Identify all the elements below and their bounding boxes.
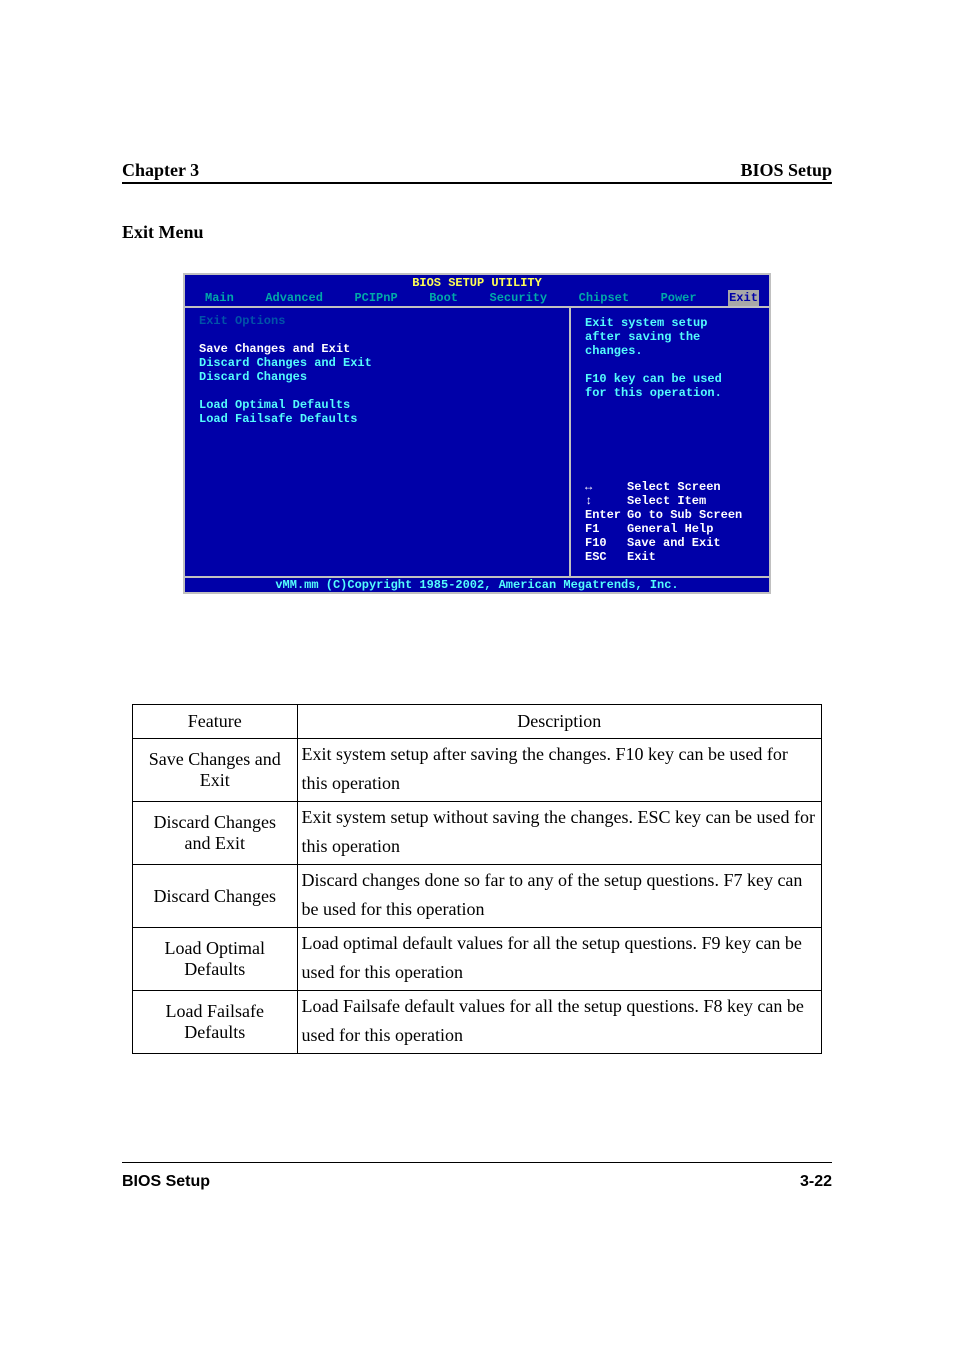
header-section: BIOS Setup [740,160,832,181]
bios-title: BIOS SETUP UTILITY [185,275,769,290]
key-enter: Enter [585,508,627,522]
cell-description: Load Failsafe default values for all the… [297,991,821,1054]
help-line: F10 key can be used [585,372,761,386]
option-discard-changes-exit[interactable]: Discard Changes and Exit [199,356,559,370]
bios-tab-main[interactable]: Main [205,290,234,306]
header-chapter: Chapter 3 [122,160,199,181]
key-row: ↔Select Screen [585,480,761,494]
option-load-optimal-defaults[interactable]: Load Optimal Defaults [199,398,559,412]
key-label: Exit [627,550,656,564]
bios-left-spacer [199,426,559,566]
table-header-row: Feature Description [133,705,822,739]
table-row: Load Optimal Defaults Load optimal defau… [133,928,822,991]
footer-right: 3-22 [800,1173,832,1191]
key-arrows-lr-icon: ↔ [585,480,627,494]
table-row: Discard Changes and Exit Exit system set… [133,802,822,865]
cell-description: Discard changes done so far to any of th… [297,865,821,928]
bios-help-text: Exit system setup after saving the chang… [571,308,769,400]
key-label: Save and Exit [627,536,721,550]
cell-feature: Discard Changes [133,865,298,928]
key-label: Go to Sub Screen [627,508,742,522]
key-label: Select Screen [627,480,721,494]
bios-right-pane: Exit system setup after saving the chang… [571,308,769,576]
key-label: General Help [627,522,713,536]
footer-left: BIOS Setup [122,1173,210,1191]
bios-help-spacer [571,400,769,480]
help-line: Exit system setup [585,316,761,330]
bios-tab-security[interactable]: Security [490,290,548,306]
key-row: ↕Select Item [585,494,761,508]
cell-feature: Load Optimal Defaults [133,928,298,991]
key-row: F10Save and Exit [585,536,761,550]
page-footer: BIOS Setup 3-22 [122,1162,832,1191]
option-save-changes-exit[interactable]: Save Changes and Exit [199,342,559,356]
key-f1: F1 [585,522,627,536]
col-header-feature: Feature [133,705,298,739]
bios-tab-bar: Main Advanced PCIPnP Boot Security Chips… [185,290,769,306]
option-discard-changes[interactable]: Discard Changes [199,370,559,384]
cell-description: Exit system setup after saving the chang… [297,739,821,802]
bios-key-legend: ↔Select Screen ↕Select Item EnterGo to S… [571,480,769,576]
help-line: changes. [585,344,761,358]
key-arrows-ud-icon: ↕ [585,494,627,508]
bios-copyright: vMM.mm (C)Copyright 1985-2002, American … [185,576,769,592]
bios-tab-advanced[interactable]: Advanced [265,290,323,306]
cell-description: Exit system setup without saving the cha… [297,802,821,865]
key-row: EnterGo to Sub Screen [585,508,761,522]
bios-left-pane: Exit Options Save Changes and Exit Disca… [185,308,571,576]
help-gap [585,358,761,372]
section-title: Exit Menu [122,222,832,243]
bios-tab-chipset[interactable]: Chipset [579,290,629,306]
cell-description: Load optimal default values for all the … [297,928,821,991]
page-header: Chapter 3 BIOS Setup [122,160,832,184]
help-line: for this operation. [585,386,761,400]
bios-tab-pcipnp[interactable]: PCIPnP [354,290,397,306]
bios-tab-boot[interactable]: Boot [429,290,458,306]
cell-feature: Discard Changes and Exit [133,802,298,865]
bios-screenshot: BIOS SETUP UTILITY Main Advanced PCIPnP … [183,273,771,594]
exit-options-heading: Exit Options [199,314,559,328]
option-gap [199,384,559,398]
help-line: after saving the [585,330,761,344]
key-row: F1General Help [585,522,761,536]
option-load-failsafe-defaults[interactable]: Load Failsafe Defaults [199,412,559,426]
key-label: Select Item [627,494,706,508]
cell-feature: Save Changes and Exit [133,739,298,802]
table-row: Discard Changes Discard changes done so … [133,865,822,928]
key-row: ESCExit [585,550,761,564]
bios-tab-power[interactable]: Power [661,290,697,306]
key-f10: F10 [585,536,627,550]
table-row: Load Failsafe Defaults Load Failsafe def… [133,991,822,1054]
feature-table: Feature Description Save Changes and Exi… [132,704,822,1054]
cell-feature: Load Failsafe Defaults [133,991,298,1054]
key-esc: ESC [585,550,627,564]
col-header-description: Description [297,705,821,739]
table-row: Save Changes and Exit Exit system setup … [133,739,822,802]
bios-body: Exit Options Save Changes and Exit Disca… [185,306,769,576]
bios-tab-exit[interactable]: Exit [728,290,759,306]
